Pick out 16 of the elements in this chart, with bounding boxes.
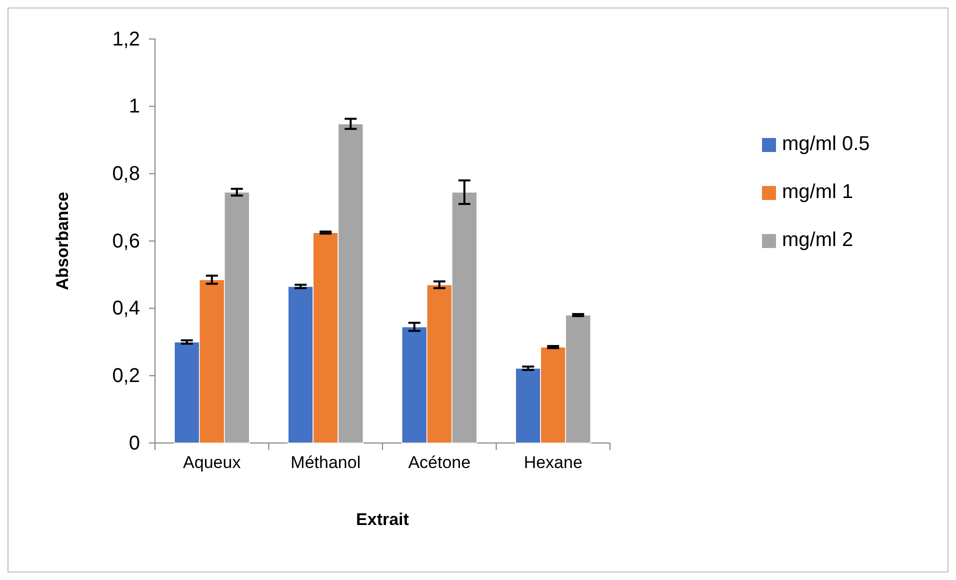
legend-label: mg/ml 0.5	[782, 133, 870, 155]
legend-label: mg/ml 1	[782, 181, 854, 203]
y-tick-label: 1,2	[112, 28, 140, 50]
x-tick-label: Méthanol	[290, 453, 361, 472]
y-tick-label: 0,2	[112, 365, 140, 388]
x-tick-label: Aqueux	[183, 453, 242, 472]
x-tick-label: Hexane	[524, 453, 582, 472]
y-tick-label: 0	[128, 432, 140, 454]
y-tick-label: 0,4	[112, 298, 140, 320]
y-tick-label: 0,8	[112, 163, 140, 186]
y-tick-label: 1	[128, 96, 140, 118]
legend-label: mg/ml 2	[782, 229, 854, 251]
y-axis-title: Absorbance	[53, 192, 72, 290]
x-tick-label: Acétone	[408, 453, 471, 472]
y-tick-label: 0,6	[112, 230, 140, 252]
x-axis-title: Extrait	[356, 510, 410, 529]
